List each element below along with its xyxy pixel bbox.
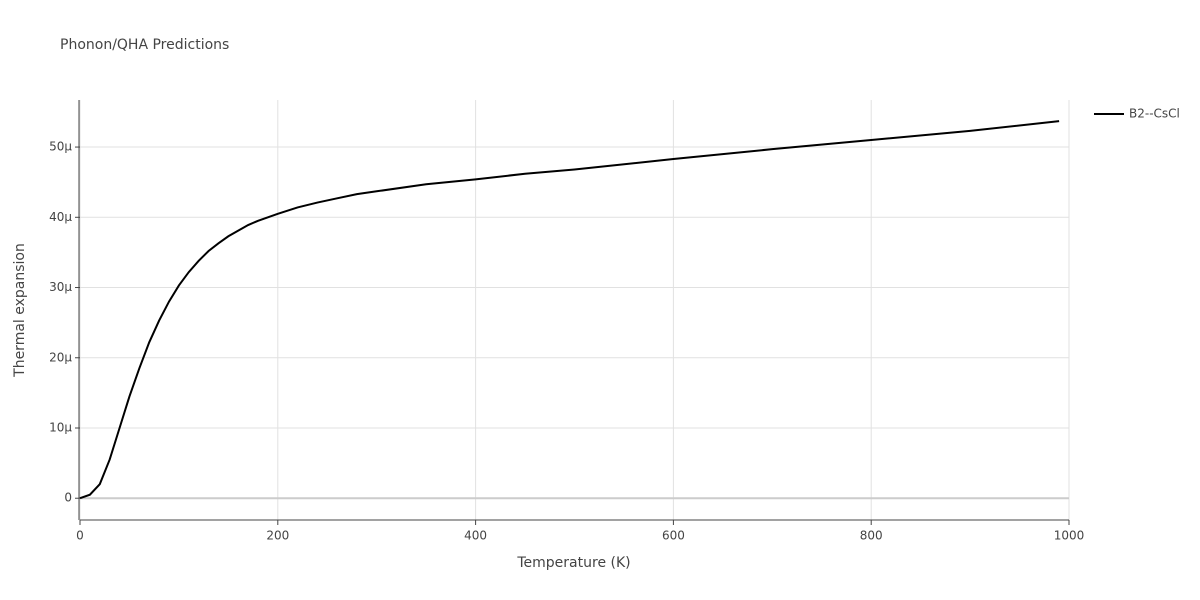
y-tick-label: 0 — [64, 491, 72, 505]
x-axis-title: Temperature (K) — [516, 555, 630, 571]
x-tick-label: 0 — [76, 529, 84, 543]
y-tick-label: 50μ — [49, 140, 72, 154]
y-tick-label: 10μ — [49, 420, 72, 434]
x-tick-label: 800 — [860, 529, 883, 543]
legend-label: B2--CsCl — [1129, 107, 1180, 121]
x-tick-label: 600 — [662, 529, 685, 543]
chart-title: Phonon/QHA Predictions — [60, 37, 229, 53]
x-tick-label: 400 — [464, 529, 487, 543]
y-tick-label: 30μ — [49, 280, 72, 294]
y-tick-label: 40μ — [49, 210, 72, 224]
series-line — [79, 120, 1060, 500]
y-axis-title: Thermal expansion — [12, 243, 28, 378]
x-tick-label: 200 — [266, 529, 289, 543]
y-tick-label: 20μ — [49, 350, 72, 364]
x-tick-label: 1000 — [1054, 529, 1085, 543]
